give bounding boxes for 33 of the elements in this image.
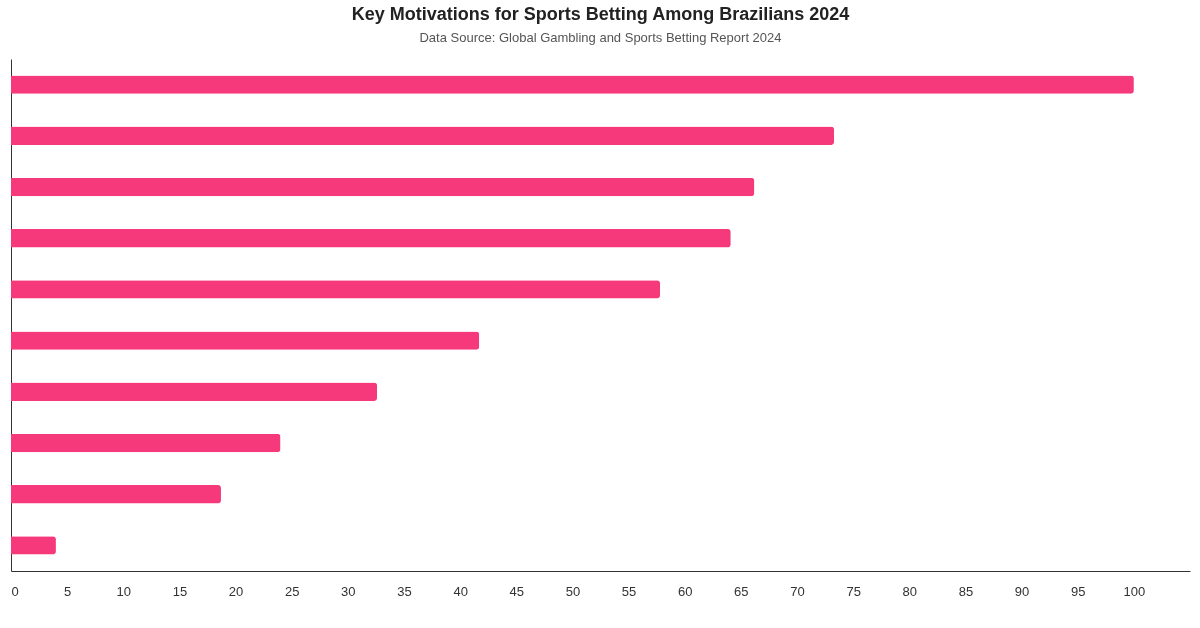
x-tick-label: 30	[341, 583, 356, 599]
x-tick-label: 75	[846, 583, 861, 599]
x-tick-label: 80	[902, 583, 918, 599]
bar	[11, 382, 378, 402]
x-tick-label: 60	[677, 583, 693, 599]
bar	[11, 331, 480, 350]
x-tick-label: 35	[397, 583, 412, 599]
x-tick-label: 15	[172, 583, 188, 599]
x-tick-label: 40	[453, 583, 468, 599]
bar	[11, 228, 731, 248]
bar	[11, 75, 1134, 94]
chart-subtitle: Data Source: Global Gambling and Sports Betting Report 2024	[419, 30, 782, 45]
x-tick-label: 65	[734, 583, 749, 599]
chart-title: Key Motivations for Sports Betting Among Brazilians 2024	[351, 4, 850, 24]
bar	[11, 484, 221, 504]
x-tick-label: 90	[1014, 583, 1030, 599]
x-tick-label: 70	[790, 583, 805, 599]
x-tick-label: 85	[958, 583, 974, 599]
x-tick-label: 20	[228, 583, 244, 599]
x-tick-label: 50	[565, 583, 581, 599]
x-tick-label: 10	[116, 583, 132, 599]
x-tick-label: 0	[11, 583, 19, 599]
x-tick-label: 45	[509, 583, 525, 599]
x-tick-label: 5	[64, 583, 72, 599]
bar	[11, 126, 835, 146]
x-tick-label: 95	[1070, 583, 1086, 599]
bar	[11, 536, 56, 555]
bar	[11, 433, 281, 453]
x-tick-label: 55	[621, 583, 637, 599]
x-tick-label: 25	[284, 583, 300, 599]
bar	[11, 177, 755, 197]
x-tick-label: 100	[1123, 583, 1146, 599]
bar	[11, 280, 661, 299]
